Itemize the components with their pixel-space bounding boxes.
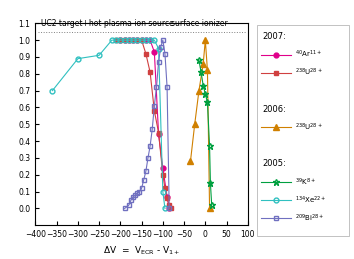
Text: UC2 target+hot plasma ion source: UC2 target+hot plasma ion source [41, 19, 174, 27]
Text: 2007:: 2007: [263, 32, 286, 41]
Text: $^{238}$U$^{28+}$: $^{238}$U$^{28+}$ [295, 67, 323, 78]
Text: $^{134}$Xe$^{22+}$: $^{134}$Xe$^{22+}$ [295, 195, 327, 206]
Text: $^{209}$Bi$^{28+}$: $^{209}$Bi$^{28+}$ [295, 213, 324, 224]
FancyBboxPatch shape [257, 25, 349, 236]
Text: $^{40}$Ar$^{11+}$: $^{40}$Ar$^{11+}$ [295, 49, 322, 60]
Text: 2005:: 2005: [263, 159, 286, 168]
Text: $^{238}$U$^{28+}$: $^{238}$U$^{28+}$ [295, 122, 323, 133]
X-axis label: $\Delta$V  =  V$_{\rm ECR}$ - V$_{\rm 1+}$: $\Delta$V = V$_{\rm ECR}$ - V$_{\rm 1+}$ [103, 245, 181, 257]
Text: surface ionizer: surface ionizer [171, 19, 227, 27]
Text: $^{39}$K$^{8+}$: $^{39}$K$^{8+}$ [295, 176, 316, 188]
Text: 2006:: 2006: [263, 105, 286, 114]
